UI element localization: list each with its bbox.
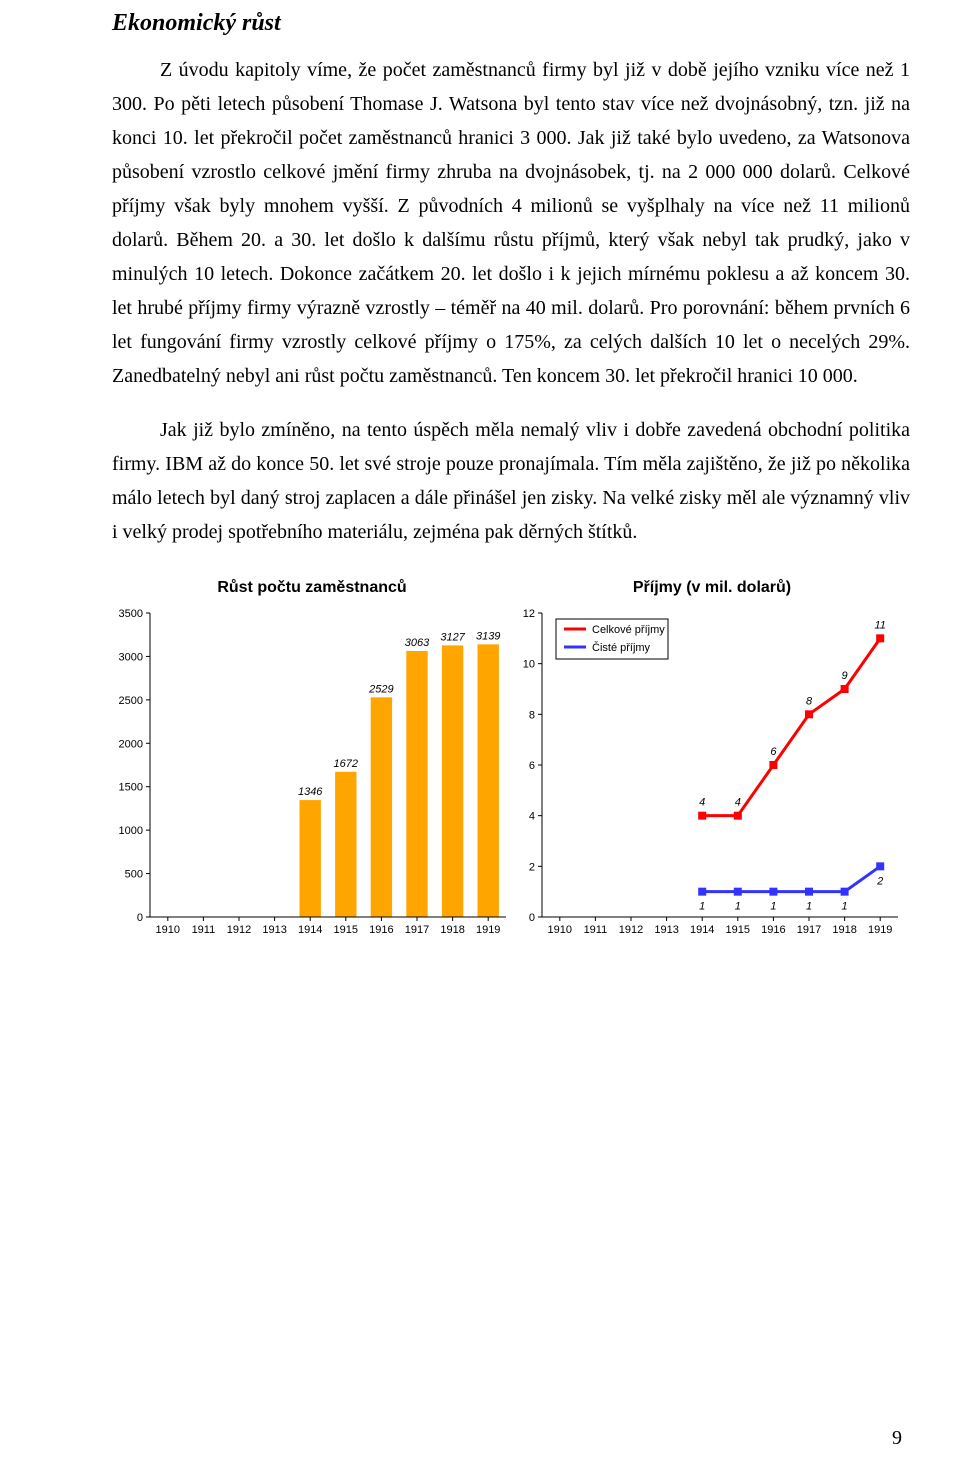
page-container: Ekonomický růst Z úvodu kapitoly víme, ž… — [0, 0, 960, 1464]
svg-text:1910: 1910 — [548, 924, 572, 936]
svg-text:2000: 2000 — [119, 738, 143, 750]
bar-chart: 0 500 1000 1500 2000 2500 3000 3500 1910 1911 1912… — [112, 603, 512, 943]
svg-text:3139: 3139 — [476, 630, 500, 642]
svg-text:1500: 1500 — [119, 782, 143, 794]
svg-text:3000: 3000 — [119, 651, 143, 663]
svg-text:1918: 1918 — [832, 924, 856, 936]
svg-text:4: 4 — [735, 797, 741, 809]
svg-text:3063: 3063 — [405, 637, 430, 649]
svg-text:1346: 1346 — [298, 786, 323, 798]
svg-text:0: 0 — [529, 912, 535, 924]
svg-text:1000: 1000 — [119, 825, 143, 837]
svg-text:1911: 1911 — [192, 924, 216, 936]
svg-text:9: 9 — [842, 670, 848, 682]
svg-text:1914: 1914 — [690, 924, 714, 936]
svg-text:1672: 1672 — [334, 758, 358, 770]
svg-text:1913: 1913 — [262, 924, 286, 936]
svg-text:1919: 1919 — [868, 924, 892, 936]
svg-text:2: 2 — [876, 875, 883, 887]
charts-row: Růst počtu zaměstnanců 0 500 1000 1500 2000 2… — [112, 579, 910, 943]
svg-text:0: 0 — [137, 912, 143, 924]
svg-text:4: 4 — [529, 811, 535, 823]
bar-chart-container: Růst počtu zaměstnanců 0 500 1000 1500 2000 2… — [112, 579, 512, 943]
svg-text:1913: 1913 — [654, 924, 678, 936]
svg-text:1: 1 — [842, 901, 848, 913]
svg-text:1915: 1915 — [334, 924, 358, 936]
svg-text:8: 8 — [806, 695, 813, 707]
svg-text:1918: 1918 — [440, 924, 464, 936]
svg-text:1914: 1914 — [298, 924, 322, 936]
line-chart: 0246810121910191119121913191419151916191… — [512, 603, 912, 943]
svg-text:Celkové příjmy: Celkové příjmy — [592, 624, 665, 636]
svg-text:2529: 2529 — [368, 683, 393, 695]
svg-text:1: 1 — [699, 901, 705, 913]
svg-text:1910: 1910 — [156, 924, 180, 936]
svg-text:12: 12 — [523, 608, 535, 620]
svg-text:1916: 1916 — [761, 924, 785, 936]
svg-text:11: 11 — [874, 619, 885, 631]
svg-text:Čisté příjmy: Čisté příjmy — [592, 641, 651, 654]
section-title: Ekonomický růst — [112, 10, 910, 37]
svg-text:1916: 1916 — [369, 924, 393, 936]
body-paragraph-1: Z úvodu kapitoly víme, že počet zaměstna… — [112, 53, 910, 393]
svg-text:6: 6 — [770, 746, 777, 758]
svg-text:1: 1 — [770, 901, 776, 913]
svg-text:2500: 2500 — [119, 695, 143, 707]
svg-text:1919: 1919 — [476, 924, 500, 936]
svg-text:4: 4 — [699, 797, 705, 809]
svg-text:10: 10 — [523, 659, 535, 671]
svg-text:500: 500 — [125, 869, 143, 881]
svg-text:1915: 1915 — [726, 924, 750, 936]
svg-text:1912: 1912 — [227, 924, 251, 936]
svg-text:3500: 3500 — [119, 608, 143, 620]
svg-text:6: 6 — [529, 760, 535, 772]
svg-text:1912: 1912 — [619, 924, 643, 936]
svg-text:1: 1 — [735, 901, 741, 913]
page-number: 9 — [892, 1427, 902, 1450]
svg-text:1917: 1917 — [797, 924, 821, 936]
body-paragraph-2: Jak již bylo zmíněno, na tento úspěch mě… — [112, 413, 910, 549]
svg-text:3127: 3127 — [440, 631, 465, 643]
svg-text:1: 1 — [806, 901, 812, 913]
bar-chart-title: Růst počtu zaměstnanců — [112, 579, 512, 597]
svg-text:2: 2 — [529, 861, 535, 873]
svg-text:1911: 1911 — [584, 924, 608, 936]
line-chart-title: Příjmy (v mil. dolarů) — [512, 579, 912, 597]
line-chart-container: Příjmy (v mil. dolarů) 02468101219101911… — [512, 579, 912, 943]
svg-text:1917: 1917 — [405, 924, 429, 936]
svg-text:8: 8 — [529, 709, 535, 721]
